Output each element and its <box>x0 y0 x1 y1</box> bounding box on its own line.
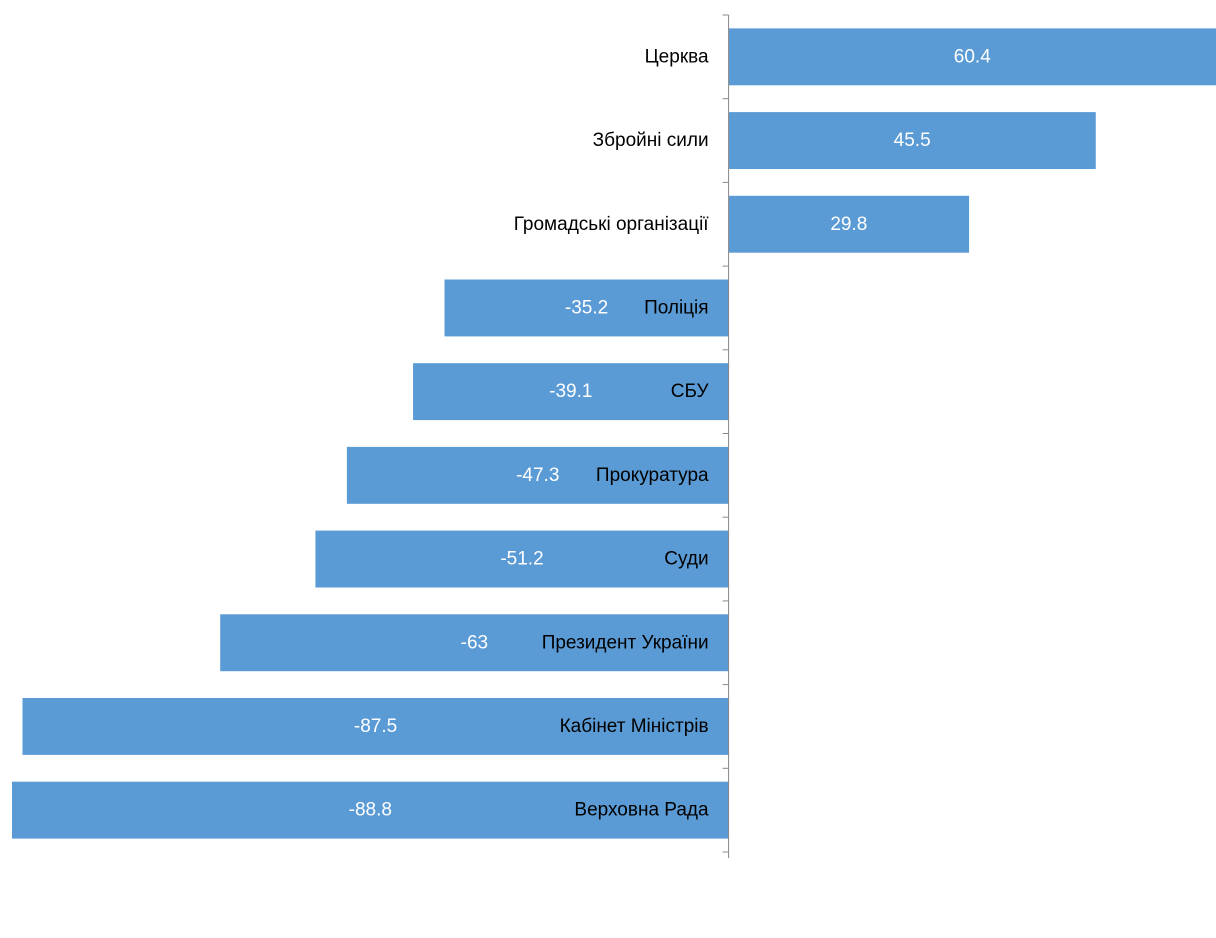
data-label: -87.5 <box>354 716 397 737</box>
bar <box>728 195 970 253</box>
data-label: 60.4 <box>954 46 991 67</box>
bar <box>220 614 729 672</box>
data-label: 29.8 <box>830 214 867 235</box>
data-label: -47.3 <box>516 465 559 486</box>
category-label: Збройні сили <box>593 130 709 151</box>
category-label: Поліція <box>644 297 709 318</box>
category-axis <box>722 14 730 858</box>
bar <box>346 446 729 504</box>
data-label: -88.8 <box>349 800 392 821</box>
category-label: Президент України <box>542 632 709 653</box>
bar <box>413 363 729 421</box>
category-label: СБУ <box>671 381 710 402</box>
bar <box>315 530 729 588</box>
bar <box>728 28 1216 86</box>
category-label: Прокуратура <box>596 465 709 486</box>
data-label: -51.2 <box>500 549 543 570</box>
category-label: Громадські організації <box>514 214 710 235</box>
category-label: Верховна Рада <box>574 800 709 821</box>
bars-group <box>12 28 1216 839</box>
category-label: Суди <box>664 549 708 570</box>
category-label: Церква <box>645 46 709 67</box>
category-label: Кабінет Міністрів <box>560 716 709 737</box>
bar <box>728 112 1096 170</box>
bar <box>444 279 729 337</box>
data-label: -63 <box>461 632 488 653</box>
data-label: 45.5 <box>894 130 931 151</box>
bar <box>12 781 729 839</box>
data-label: -39.1 <box>549 381 592 402</box>
labels-group: 60.4 Церква 45.5 Збройні сили 29.8 Громадські… <box>349 46 992 820</box>
bar <box>22 697 729 755</box>
data-label: -35.2 <box>565 297 608 318</box>
